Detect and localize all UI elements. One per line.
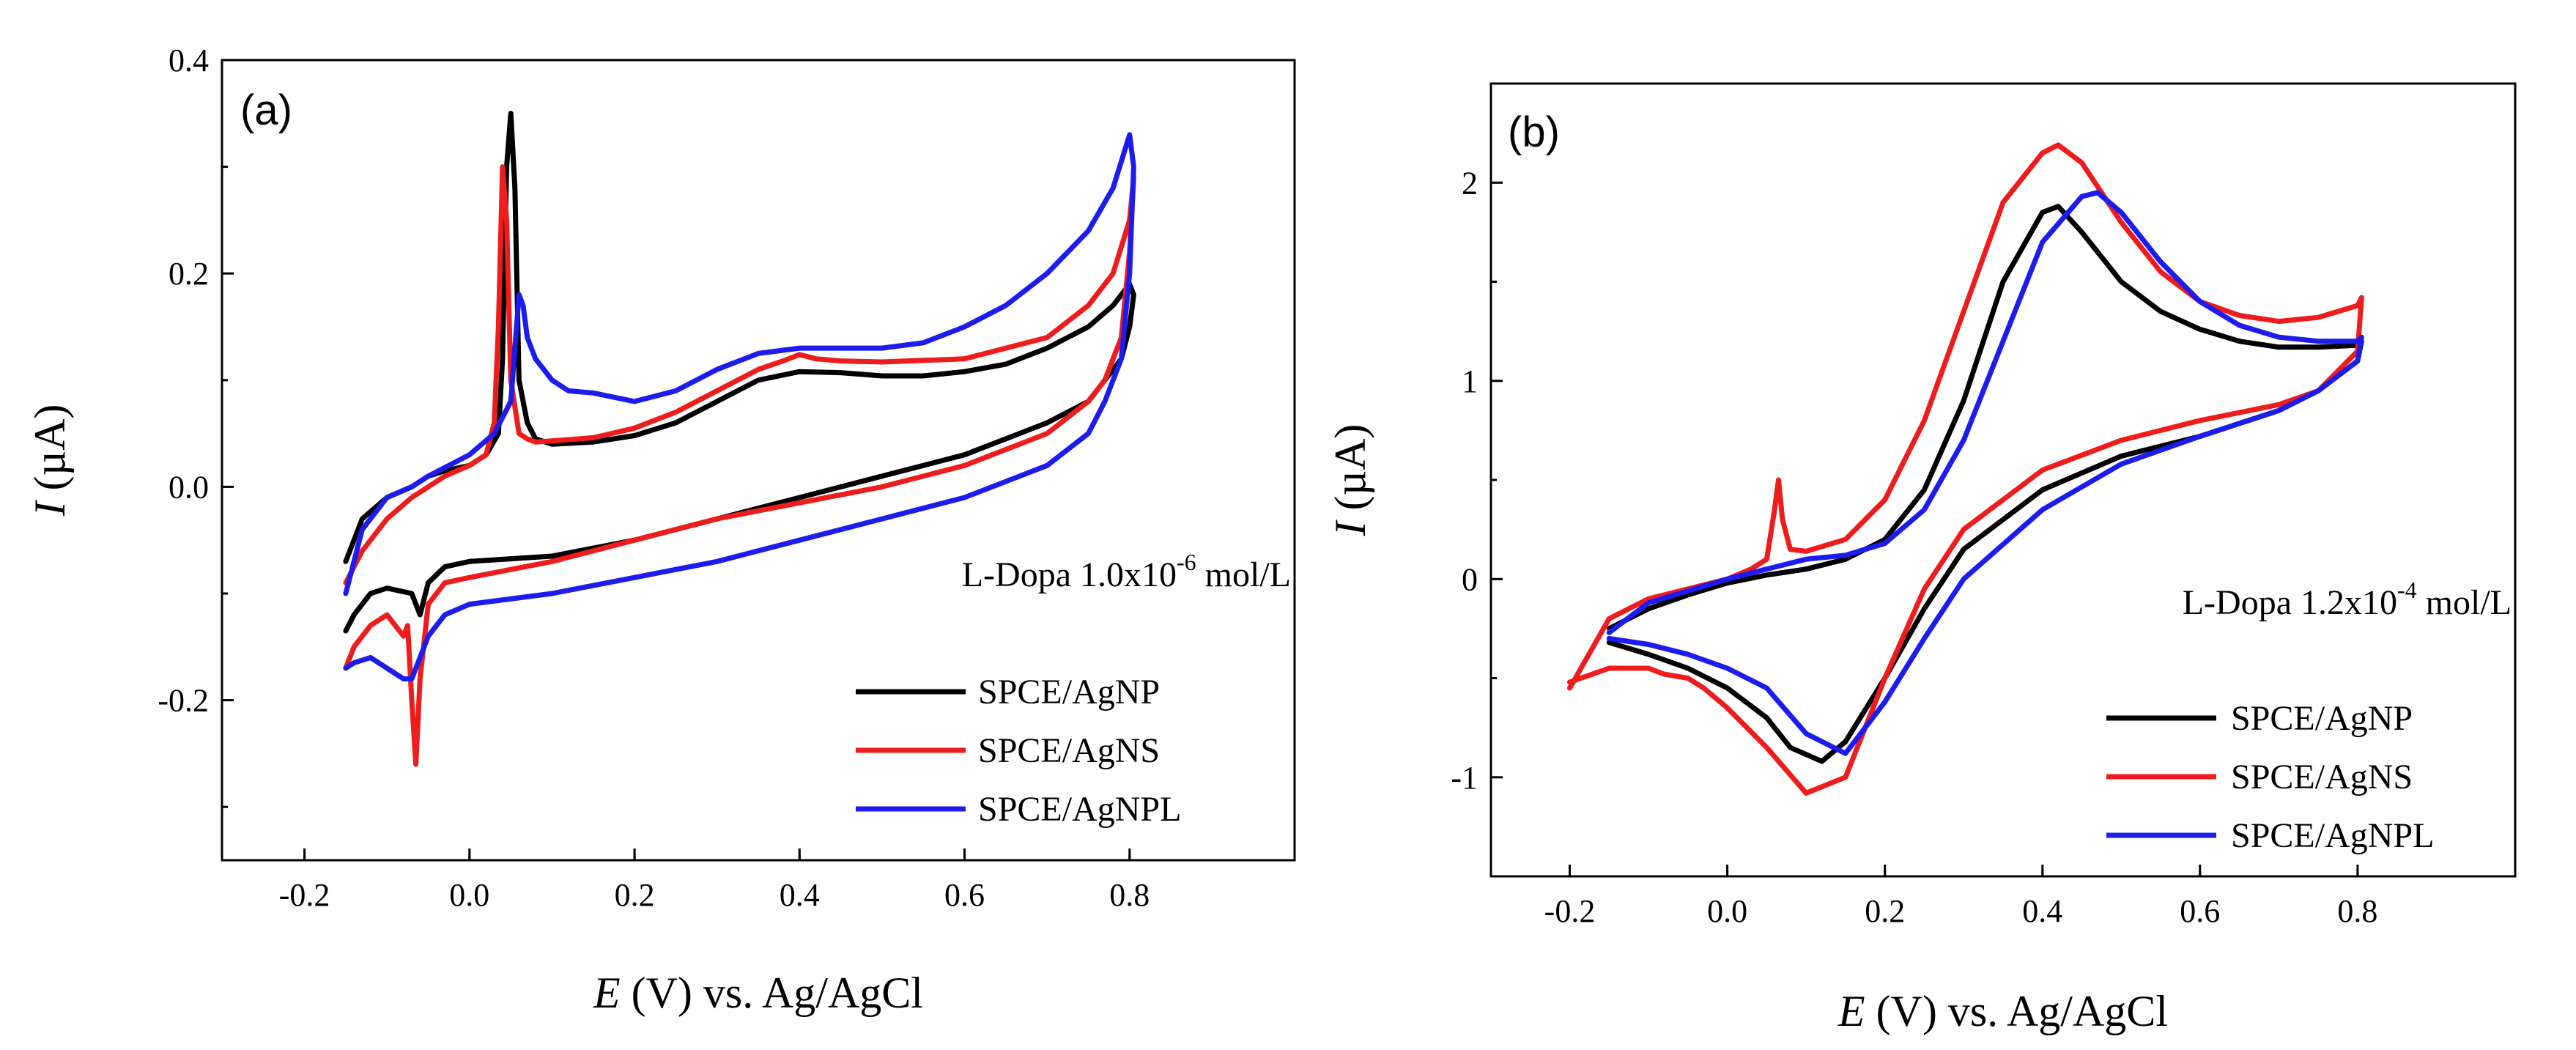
x-tick-label: 0.8 bbox=[1109, 877, 1150, 913]
x-tick-label: 0.2 bbox=[1865, 893, 1905, 929]
panel-a: -0.2 0.0 0.2 0.4 0.6 0.8 -0.2 0.0 0.2 0.4 (a) L-Dop… bbox=[26, 42, 1296, 1017]
x-tick-label: -0.2 bbox=[1544, 893, 1596, 929]
x-tick-label: 0.4 bbox=[2022, 893, 2062, 929]
y-tick-label: 1 bbox=[1462, 363, 1478, 399]
x-tick-label: 0.0 bbox=[449, 877, 489, 913]
legend-entry: SPCE/AgNS bbox=[2231, 758, 2413, 796]
panel-b: -0.2 0.0 0.2 0.4 0.6 0.8 -1 0 1 2 (b) L-Dopa 1.2x10… bbox=[1326, 82, 2517, 1035]
y-axis-label: I (µA) bbox=[26, 404, 74, 517]
legend-entry: SPCE/AgNPL bbox=[978, 790, 1181, 829]
y-tick-label: 0 bbox=[1462, 561, 1478, 597]
x-tick-label: 0.8 bbox=[2337, 893, 2377, 929]
y-tick-label: -1 bbox=[1451, 760, 1478, 796]
legend-entry: SPCE/AgNP bbox=[2231, 699, 2413, 738]
series-line-spce-agns bbox=[1567, 142, 2364, 796]
series-line-spce-agnp bbox=[343, 111, 1136, 634]
x-tick-label: 0.4 bbox=[780, 877, 820, 913]
x-axis-label: E (V) vs. Ag/AgCl bbox=[593, 969, 923, 1017]
x-tick-label: 0.2 bbox=[615, 877, 655, 913]
legend-entry: SPCE/AgNPL bbox=[2231, 816, 2434, 855]
x-tick-label: 0.6 bbox=[2180, 893, 2220, 929]
x-tick-label: -0.2 bbox=[279, 877, 330, 913]
y-tick-label: 2 bbox=[1462, 165, 1478, 201]
series-line-spce-agnpl bbox=[1606, 190, 2364, 756]
y-axis-label: I (µA) bbox=[1326, 424, 1374, 537]
panel-label: (b) bbox=[1508, 108, 1560, 156]
legend-entry: SPCE/AgNS bbox=[978, 731, 1160, 770]
y-tick-label: -0.2 bbox=[158, 683, 209, 719]
series-line-spce-agns bbox=[343, 164, 1136, 767]
y-tick-label: 0.0 bbox=[169, 469, 209, 505]
concentration-annotation: L-Dopa 1.0x10-6 mol/L bbox=[962, 549, 1291, 594]
panel-label: (a) bbox=[240, 86, 292, 134]
x-tick-label: 0.6 bbox=[944, 877, 985, 913]
plot-frame bbox=[221, 59, 1296, 862]
y-tick-label: 0.4 bbox=[169, 42, 209, 78]
x-tick-label: 0.0 bbox=[1707, 893, 1747, 929]
legend-entry: SPCE/AgNP bbox=[978, 673, 1160, 711]
concentration-annotation: L-Dopa 1.2x10-4 mol/L bbox=[2183, 577, 2512, 622]
x-axis-label: E (V) vs. Ag/AgCl bbox=[1837, 987, 2168, 1035]
y-tick-label: 0.2 bbox=[169, 256, 209, 292]
series-line-spce-agnp bbox=[1606, 204, 2364, 764]
series-line-spce-agnpl bbox=[343, 132, 1136, 681]
